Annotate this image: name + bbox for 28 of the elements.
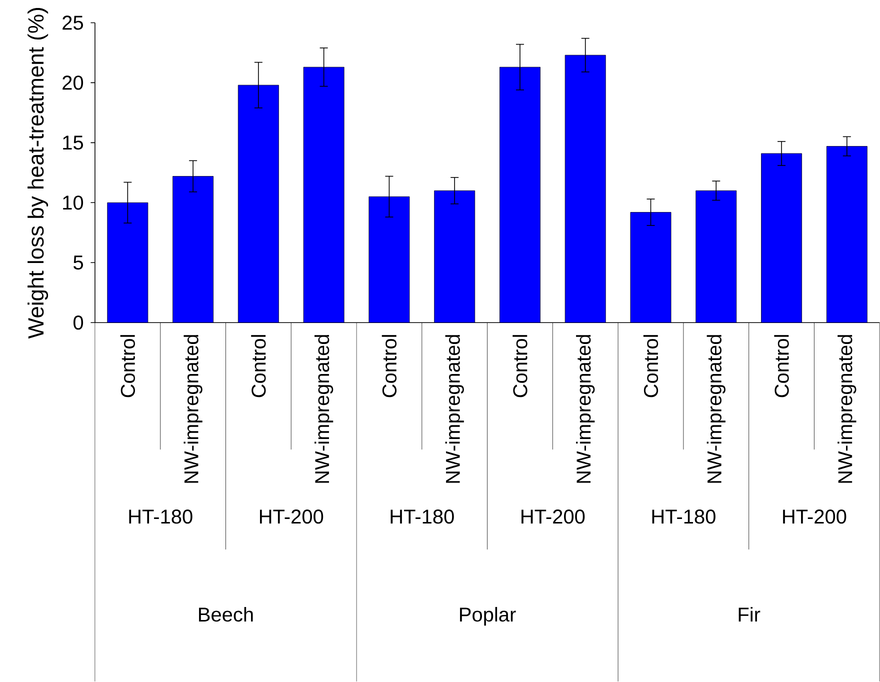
y-tick-label: 25 — [62, 16, 83, 30]
text: Poplar — [460, 607, 516, 626]
x-tick-label: Control — [512, 335, 528, 398]
text: Fir — [738, 607, 760, 622]
text: Beech — [199, 607, 253, 622]
x-tick-label: NW-impregnated — [838, 335, 856, 483]
text: HT-200 — [260, 510, 324, 524]
text: HT-200 — [783, 510, 846, 524]
text: HT-180 — [129, 510, 192, 524]
y-tick-label: 20 — [62, 76, 84, 90]
y-tick-label: 5 — [74, 256, 84, 270]
y-tick-label: 10 — [63, 196, 84, 210]
x-tick-label: NW-impregnated — [184, 335, 202, 483]
text: HT-180 — [390, 510, 454, 524]
text: HT-200 — [522, 510, 585, 524]
x-tick-label: Control — [120, 335, 135, 398]
x-tick-label: Control — [774, 335, 789, 398]
text: HT-180 — [652, 510, 716, 524]
x-tick-label: NW-impregnated — [706, 335, 726, 483]
y-axis-title: Weight loss by heat-treatment (%) — [28, 8, 48, 339]
x-tick-label: NW-impregnated — [445, 335, 464, 483]
x-tick-label: NW-impregnated — [576, 335, 595, 483]
y-tick-label: 0 — [74, 316, 84, 330]
y-tick-label: 15 — [63, 136, 83, 150]
x-tick-label: Control — [251, 335, 266, 398]
x-tick-label: NW-impregnated — [314, 335, 334, 483]
x-tick-label: Control — [382, 335, 397, 398]
x-tick-label: Control — [643, 335, 658, 398]
